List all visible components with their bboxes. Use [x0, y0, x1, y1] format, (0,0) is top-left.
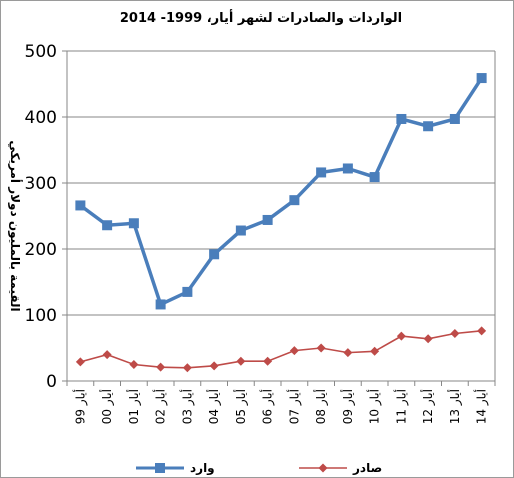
- series-line: [80, 330, 482, 369]
- data-point: [155, 299, 166, 310]
- x-tick-label: أيار 12: [420, 389, 436, 424]
- y-tick-label: 100: [25, 306, 57, 326]
- data-point: [450, 328, 460, 338]
- data-point: [342, 163, 353, 174]
- data-point: [156, 362, 166, 372]
- series-2: [75, 326, 487, 373]
- x-tick-label: أيار 09: [340, 389, 356, 424]
- data-point: [396, 331, 406, 341]
- x-tick-label: أيار 05: [233, 389, 249, 424]
- data-point: [263, 356, 273, 366]
- data-point: [209, 361, 219, 371]
- x-tick-label: أيار 03: [179, 389, 195, 424]
- data-point: [289, 195, 300, 206]
- legend-label: وارد: [190, 461, 215, 476]
- x-tick-label: أيار 04: [206, 389, 222, 424]
- data-point: [316, 167, 327, 178]
- legend-item: صادر: [299, 461, 382, 475]
- series-line: [79, 77, 484, 307]
- y-axis-ticks: 0 100 200 300 400 500: [25, 42, 67, 392]
- data-point: [209, 249, 220, 260]
- data-point: [477, 326, 487, 336]
- data-point: [262, 214, 273, 225]
- data-point: [75, 357, 85, 367]
- series-1: [75, 73, 487, 310]
- x-tick-label: أيار 01: [126, 389, 142, 424]
- x-tick-label: أيار 99: [72, 389, 88, 424]
- y-axis-label: القيمة بالمليون دولار أمريكي: [7, 140, 23, 311]
- data-point: [235, 225, 246, 236]
- x-tick-label: أيار 02: [153, 389, 169, 424]
- data-point: [182, 363, 192, 373]
- data-point: [182, 286, 193, 297]
- legend-label: صادر: [352, 461, 382, 475]
- x-tick-label: أيار 00: [99, 389, 115, 424]
- data-point: [289, 346, 299, 356]
- data-point: [396, 113, 407, 124]
- x-tick-label: أيار 07: [286, 389, 302, 424]
- legend-marker: [318, 463, 328, 473]
- data-point: [102, 350, 112, 360]
- data-point: [75, 200, 86, 211]
- x-tick-label: أيار 14: [474, 389, 490, 424]
- x-tick-label: أيار 10: [367, 389, 383, 424]
- y-tick-label: 400: [25, 108, 57, 128]
- data-point: [316, 343, 326, 353]
- x-tick-label: أيار 13: [447, 389, 463, 424]
- chart-title: الواردات والصادرات لشهر أيار، 1999- 2014: [119, 11, 403, 26]
- series-lines: [75, 73, 487, 373]
- data-point: [129, 360, 139, 369]
- data-point: [449, 113, 460, 124]
- legend-marker: [155, 463, 165, 473]
- legend: وارد صادر: [136, 461, 382, 476]
- x-tick-label: أيار 06: [260, 389, 276, 424]
- x-axis-ticks: أيار 99 أيار 00 أيار 01 أيار 02 أيار 03 أيار …: [72, 389, 489, 424]
- axes: [66, 50, 496, 382]
- y-tick-label: 0: [46, 372, 57, 392]
- data-point: [423, 121, 434, 132]
- data-point: [236, 356, 246, 366]
- data-point: [128, 218, 139, 229]
- data-point: [476, 73, 487, 84]
- y-tick-label: 300: [25, 174, 57, 194]
- y-tick-label: 500: [25, 42, 57, 62]
- data-point: [423, 334, 433, 344]
- y-tick-label: 200: [25, 240, 57, 260]
- x-tick-label: أيار 11: [393, 389, 409, 424]
- legend-item: وارد: [136, 461, 215, 476]
- data-point: [102, 220, 113, 231]
- data-point: [370, 346, 380, 356]
- x-tick-label: أيار 08: [313, 389, 329, 424]
- data-point: [343, 348, 353, 358]
- data-point: [369, 172, 380, 183]
